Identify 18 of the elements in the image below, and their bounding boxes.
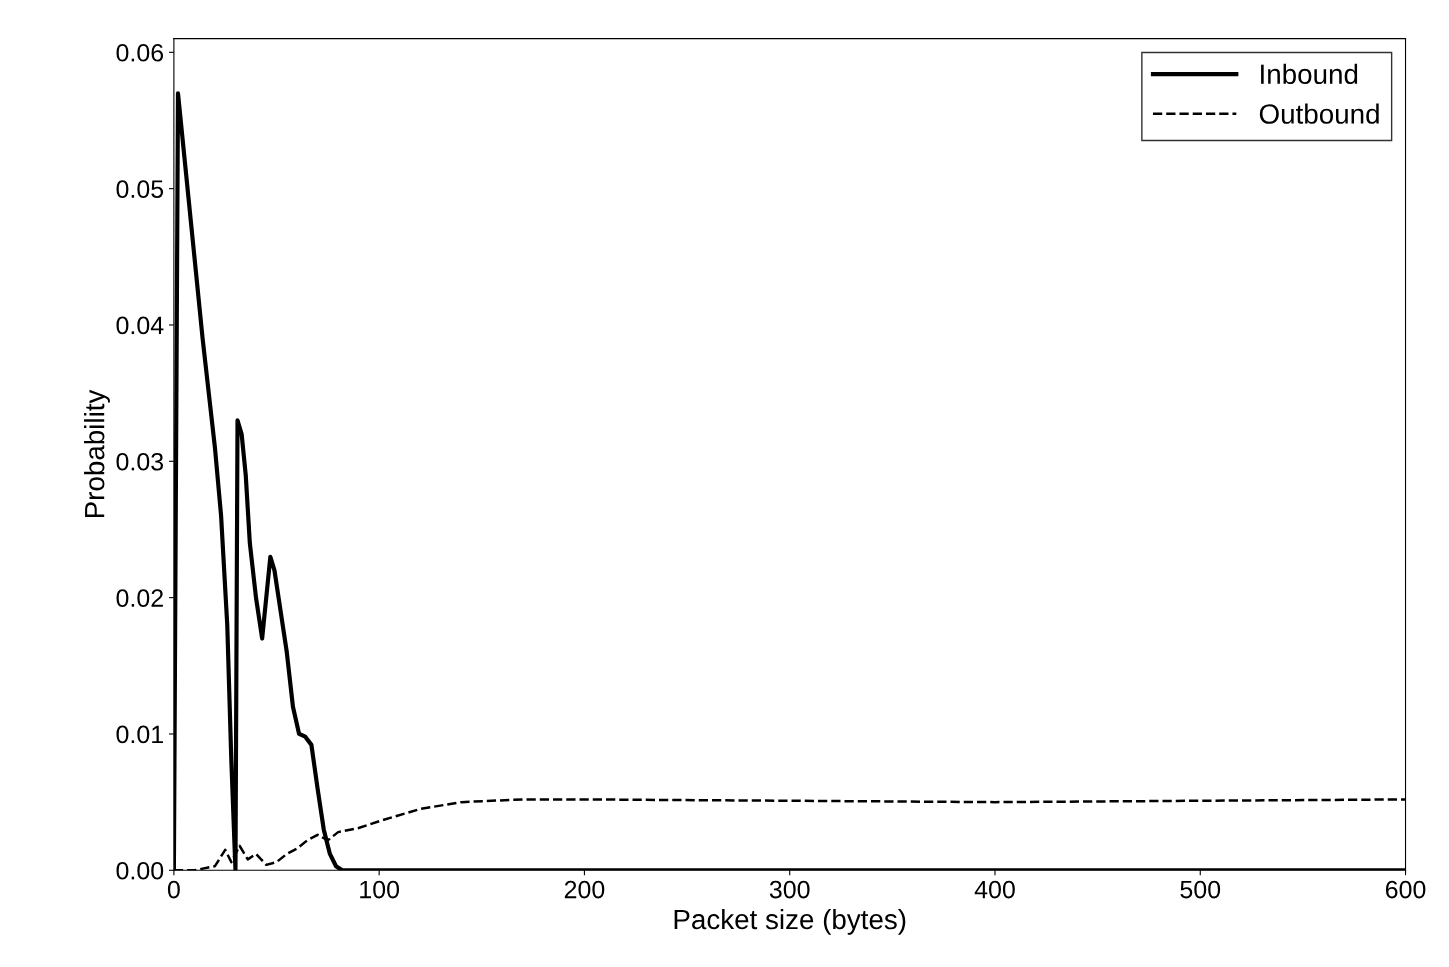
x-tick-label: 400 (974, 880, 1015, 899)
x-tick-label: 300 (769, 880, 810, 899)
legend-label: Inbound (1261, 63, 1358, 85)
legend-label: Outbound (1259, 103, 1379, 124)
y-tick-label: 0.05 (116, 180, 164, 198)
x-tick-label: 200 (564, 880, 605, 899)
x-tick-label: 0 (167, 880, 180, 899)
y-tick-label: 0.01 (116, 725, 163, 744)
y-tick-label: 0.06 (116, 43, 164, 62)
y-tick-label: 0.03 (116, 452, 164, 471)
x-axis-title: Packet size (bytes) (674, 908, 906, 935)
x-tick-label: 600 (1385, 880, 1426, 899)
y-tick-label: 0.00 (116, 861, 164, 880)
x-tick-label: 100 (360, 880, 400, 899)
y-axis-title: Probability (84, 389, 110, 518)
y-tick-label: 0.04 (116, 316, 164, 335)
y-tick-label: 0.02 (116, 589, 163, 607)
x-tick-label: 500 (1180, 880, 1221, 899)
